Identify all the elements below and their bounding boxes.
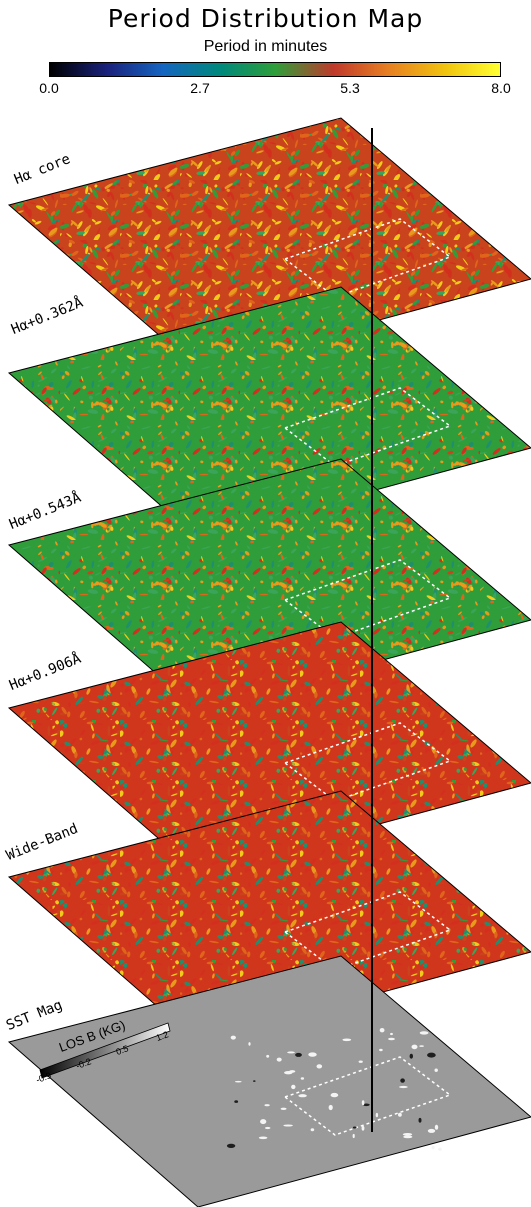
colorbar-tick-2: 5.3 <box>340 80 360 96</box>
colorbar-tick-3: 8.0 <box>491 80 511 96</box>
layer-map-5 <box>7 955 531 1207</box>
layer-map-3 <box>7 621 531 874</box>
layer-map-4 <box>7 790 531 1043</box>
colorbar <box>49 62 501 77</box>
colorbar-tick-0: 0.0 <box>39 80 59 96</box>
layer-map-1 <box>7 286 531 539</box>
colorbar-tick-1: 2.7 <box>190 80 210 96</box>
layer-map-0 <box>7 117 531 370</box>
mag-key-bar <box>39 1022 171 1079</box>
colorbar-label: Period in minutes <box>203 38 328 55</box>
magnetogram-features <box>226 1028 442 1151</box>
figure-title: Period Distribution Map <box>107 4 424 33</box>
layer-map-2 <box>7 458 531 711</box>
